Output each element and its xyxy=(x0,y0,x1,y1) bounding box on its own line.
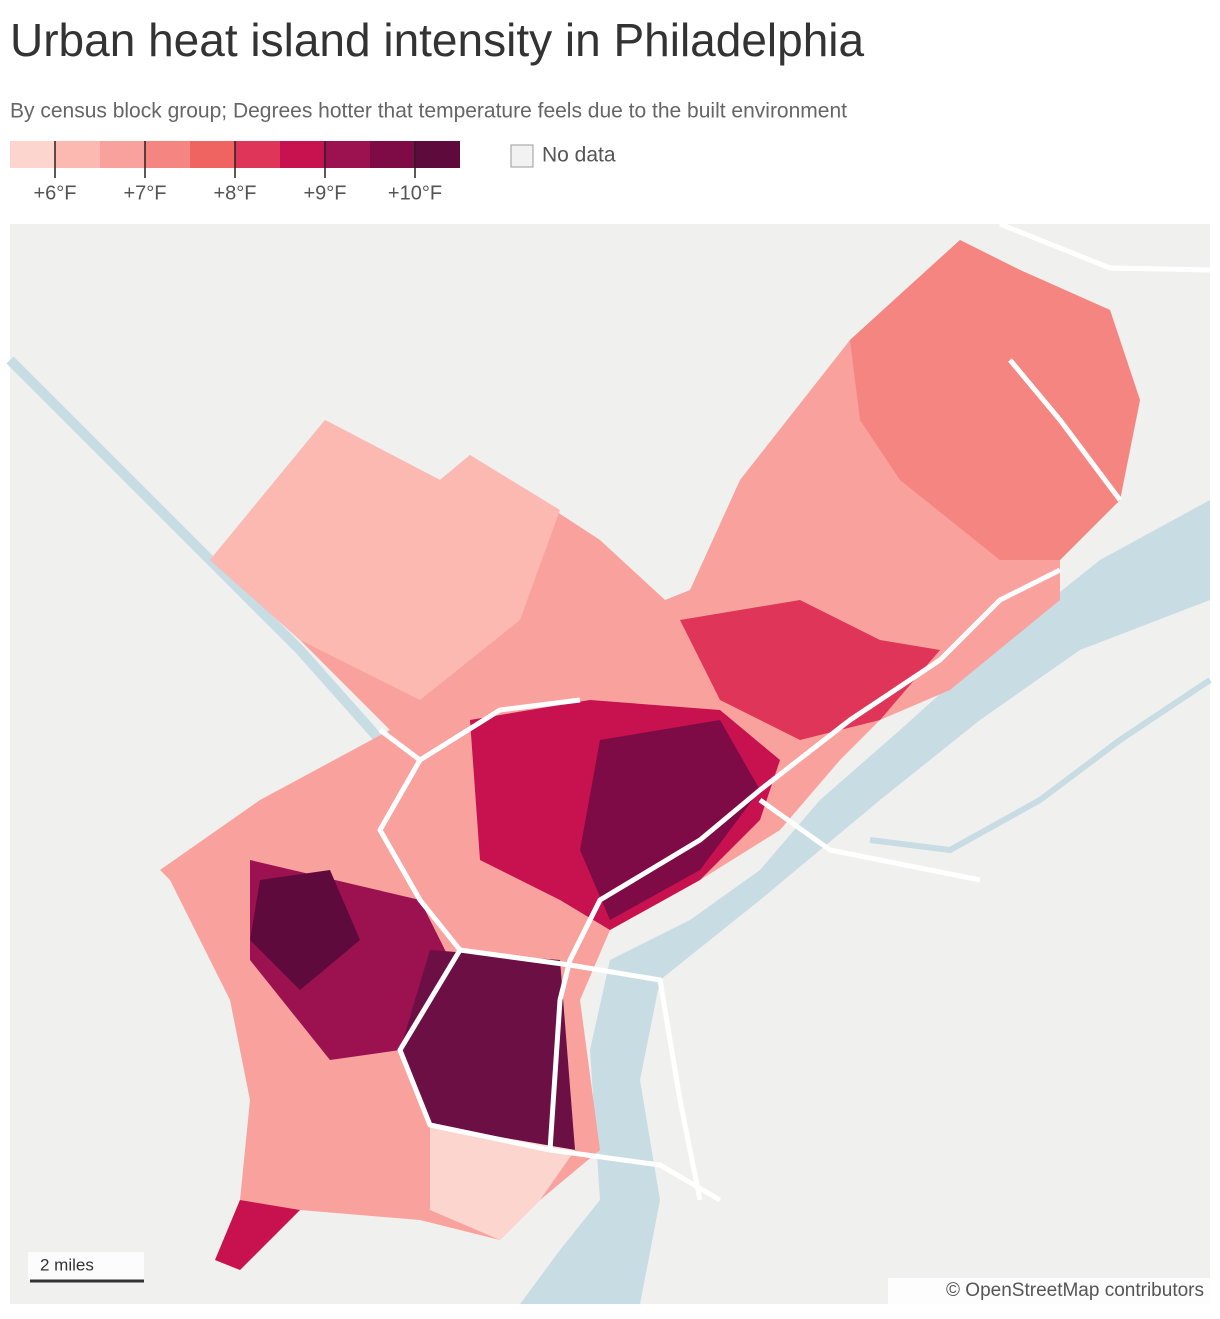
northeast-area xyxy=(850,240,1140,560)
road xyxy=(549,1147,722,1203)
title: Urban heat island intensity in Philadelp… xyxy=(10,14,865,66)
south-area xyxy=(430,1125,575,1240)
delaware-river xyxy=(520,500,1210,1304)
subtitle: By census block group; Degrees hotter th… xyxy=(10,100,847,123)
legend-label: +6°F xyxy=(33,182,76,204)
legend-label: +9°F xyxy=(303,182,346,204)
northwest-area xyxy=(210,420,560,700)
center-city xyxy=(400,950,575,1150)
legend-label: +8°F xyxy=(213,182,256,204)
airport-area xyxy=(215,1200,300,1270)
scale-bg xyxy=(28,1252,144,1280)
legend-swatch xyxy=(145,141,190,168)
road xyxy=(999,221,1211,273)
legend: +6°F +7°F +8°F +9°F +10°F No data xyxy=(10,141,616,204)
legend-swatch xyxy=(280,141,325,168)
legend-label: +10°F xyxy=(388,182,442,204)
no-data-label: No data xyxy=(542,144,616,167)
legend-label: +7°F xyxy=(123,182,166,204)
west-core xyxy=(250,870,360,990)
road xyxy=(758,797,981,883)
kensington-area xyxy=(580,720,760,920)
legend-swatch xyxy=(55,141,100,168)
legend-swatch xyxy=(190,141,235,168)
legend-swatch xyxy=(370,141,415,168)
scale-label: 2 miles xyxy=(40,1255,94,1274)
map-area: 2 miles © OpenStreetMap contributors xyxy=(6,221,1212,1304)
legend-swatch xyxy=(235,141,280,168)
legend-swatch xyxy=(100,141,145,168)
roads xyxy=(377,221,1211,1203)
creek xyxy=(869,677,1212,854)
attribution-bg xyxy=(888,1278,1210,1304)
attribution: © OpenStreetMap contributors xyxy=(946,1280,1204,1301)
no-data-swatch xyxy=(510,144,534,168)
legend-swatch xyxy=(325,141,370,168)
legend-swatch xyxy=(10,141,55,168)
road xyxy=(1008,358,1122,502)
legend-swatch xyxy=(415,141,460,168)
road xyxy=(418,697,581,763)
road xyxy=(377,567,1062,1153)
road xyxy=(459,947,703,1201)
